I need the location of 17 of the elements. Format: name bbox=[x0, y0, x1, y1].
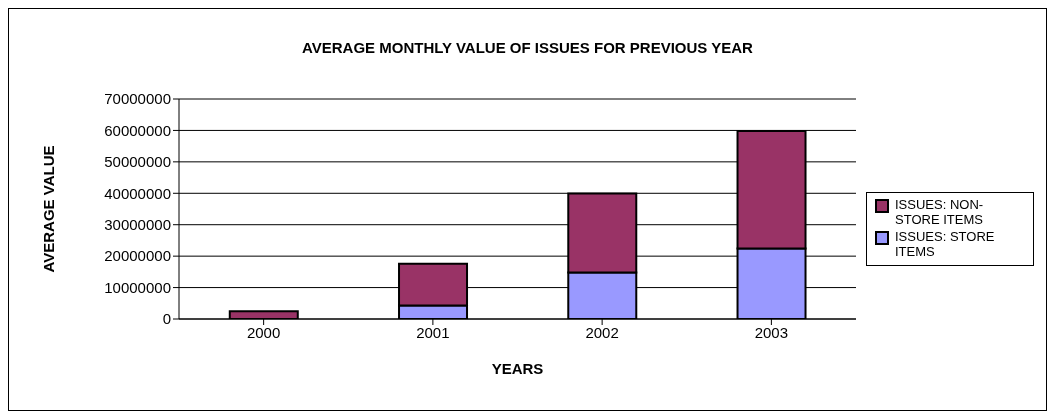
y-tick-label: 60000000 bbox=[104, 121, 171, 139]
y-tick-label: 10000000 bbox=[104, 278, 171, 296]
chart-title: AVERAGE MONTHLY VALUE OF ISSUES FOR PREVIOUS YEAR bbox=[301, 39, 754, 58]
x-tick-label: 2002 bbox=[585, 323, 619, 341]
legend-label: ISSUES: STORE ITEMS bbox=[895, 229, 996, 259]
y-tick-label: 70000000 bbox=[104, 90, 171, 108]
y-tick-label: 30000000 bbox=[104, 216, 171, 234]
y-tick-label: 20000000 bbox=[104, 247, 171, 265]
y-tick-label: 0 bbox=[162, 310, 171, 328]
x-tick-label: 2000 bbox=[246, 323, 281, 341]
x-tick-label: 2003 bbox=[754, 323, 789, 341]
x-tick-label: 2001 bbox=[416, 323, 450, 341]
y-tick-label: 50000000 bbox=[104, 153, 171, 171]
x-axis-title: YEARS bbox=[491, 360, 544, 377]
y-axis-title: AVERAGE VALUE bbox=[40, 145, 58, 273]
y-tick-label: 40000000 bbox=[104, 184, 171, 202]
legend-label: ISSUES: NON-STORE ITEMS bbox=[895, 197, 985, 227]
